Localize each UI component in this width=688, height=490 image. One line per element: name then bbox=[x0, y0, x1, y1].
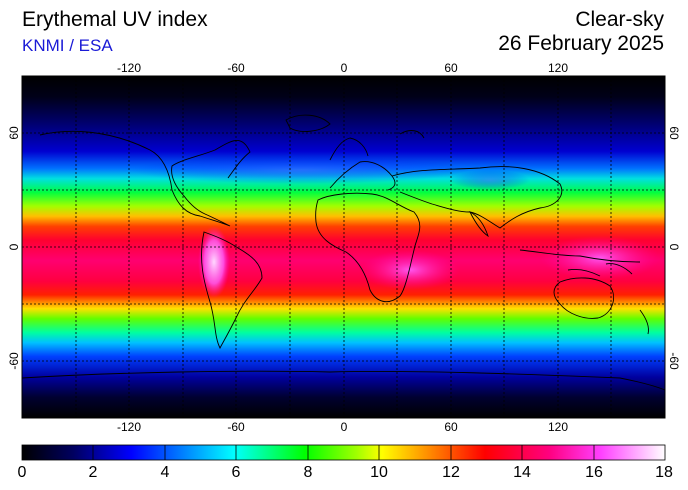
data-credit: KNMI / ESA bbox=[22, 36, 113, 55]
lon-tick-top: 120 bbox=[548, 61, 568, 75]
map-title: Erythemal UV index bbox=[22, 8, 208, 31]
lon-tick-bottom: -120 bbox=[117, 420, 141, 434]
africa-uv-hotspot bbox=[360, 250, 460, 290]
lon-tick-bottom: 60 bbox=[444, 420, 458, 434]
colorbar-label: 4 bbox=[160, 464, 170, 481]
colorbar-label: 18 bbox=[655, 464, 673, 481]
colorbar-label: 14 bbox=[513, 464, 531, 481]
northern-haze bbox=[130, 156, 470, 184]
colorbar-label: 16 bbox=[585, 464, 603, 481]
lat-tick-right: 60 bbox=[667, 126, 681, 140]
colorbar-label: 2 bbox=[88, 464, 98, 481]
lon-tick-top: -60 bbox=[227, 61, 245, 75]
colorbar-label: 6 bbox=[231, 464, 241, 481]
lat-lon-grid bbox=[22, 76, 665, 418]
colorbar-label: 10 bbox=[370, 464, 388, 481]
lon-tick-top: 0 bbox=[341, 61, 348, 75]
sky-condition-label: Clear-sky bbox=[575, 8, 664, 31]
lat-tick-right: -60 bbox=[667, 352, 681, 370]
lon-tick-bottom: -60 bbox=[227, 420, 245, 434]
colorbar-ticks bbox=[92, 445, 595, 460]
colorbar-label: 0 bbox=[17, 464, 27, 481]
lat-tick-left: -60 bbox=[7, 352, 21, 370]
andes-uv-peak bbox=[198, 226, 230, 298]
lat-tick-right: 0 bbox=[667, 244, 681, 251]
map-frame bbox=[21, 75, 666, 419]
lat-tick-left: 0 bbox=[7, 243, 21, 250]
lon-tick-bottom: 0 bbox=[341, 420, 348, 434]
lon-tick-top: -120 bbox=[117, 61, 141, 75]
coastlines bbox=[22, 114, 665, 391]
lat-tick-left: 60 bbox=[7, 126, 21, 140]
date-label: 26 February 2025 bbox=[498, 32, 664, 55]
colorbar bbox=[21, 444, 666, 461]
lon-tick-bottom: 120 bbox=[548, 420, 568, 434]
colorbar-label: 12 bbox=[442, 464, 460, 481]
lon-tick-top: 60 bbox=[444, 61, 458, 75]
colorbar-label: 8 bbox=[303, 464, 313, 481]
tibet-haze bbox=[450, 170, 530, 190]
